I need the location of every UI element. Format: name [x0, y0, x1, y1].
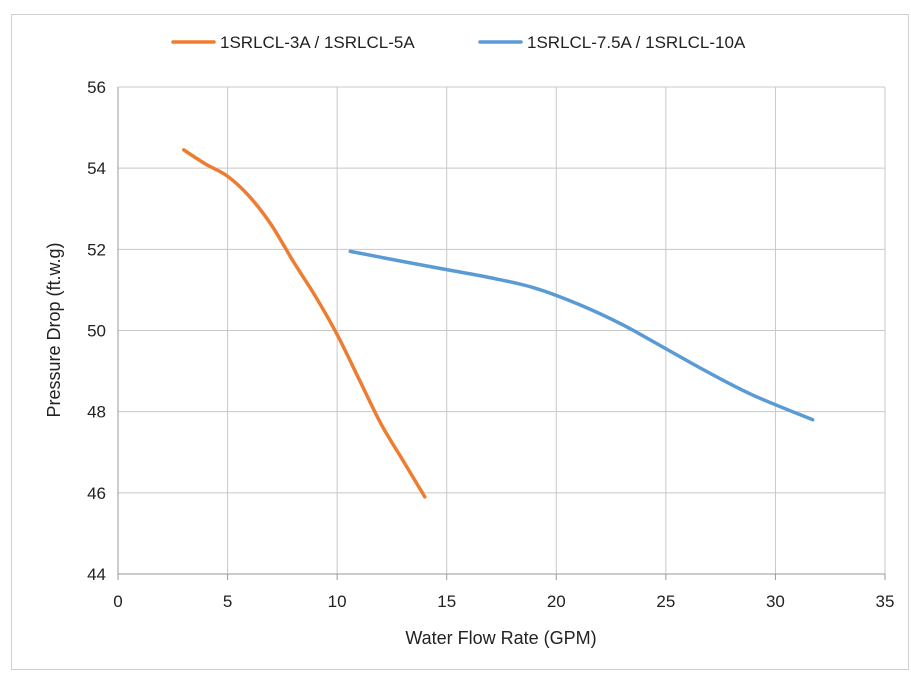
- series-line-1: [181, 148, 427, 499]
- legend-label-2: 1SRLCL-7.5A / 1SRLCL-10A: [527, 33, 746, 52]
- series-lines: [181, 148, 815, 499]
- y-tick-label: 54: [87, 159, 106, 178]
- legend-label-1: 1SRLCL-3A / 1SRLCL-5A: [220, 33, 415, 52]
- y-tick-label: 44: [87, 565, 106, 584]
- grid: [118, 86, 886, 574]
- x-tick-label: 25: [656, 592, 675, 611]
- x-tick-label: 30: [766, 592, 785, 611]
- chart-border: [11, 14, 909, 670]
- y-tick-label: 52: [87, 240, 106, 259]
- y-tick-label: 50: [87, 322, 106, 341]
- x-tick-label: 0: [113, 592, 122, 611]
- legend: 1SRLCL-3A / 1SRLCL-5A 1SRLCL-7.5A / 1SRLC…: [171, 33, 746, 52]
- x-tick-label: 35: [876, 592, 895, 611]
- x-tick-label: 10: [328, 592, 347, 611]
- x-tick-label: 5: [223, 592, 232, 611]
- x-axis-title: Water Flow Rate (GPM): [405, 628, 596, 648]
- series-line-2: [348, 249, 815, 422]
- y-tick-label: 56: [87, 78, 106, 97]
- y-tick-label: 46: [87, 484, 106, 503]
- axes: 44 46 48 50 52 54 56 0 5 10 15 20 25 30 35: [87, 78, 894, 611]
- x-tick-label: 20: [547, 592, 566, 611]
- x-tick-label: 15: [437, 592, 456, 611]
- y-axis-title: Pressure Drop (ft.w.g): [44, 242, 64, 417]
- y-tick-label: 48: [87, 403, 106, 422]
